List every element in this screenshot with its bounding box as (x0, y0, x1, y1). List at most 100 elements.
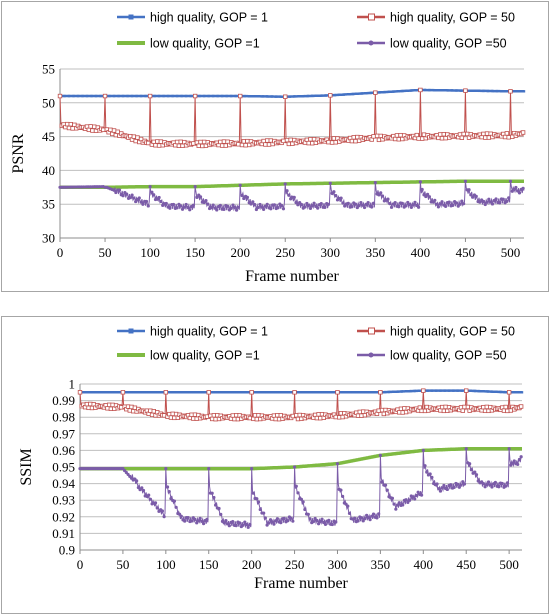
data-point (428, 472, 432, 476)
data-point (139, 94, 143, 98)
data-point (261, 95, 264, 98)
data-point (192, 93, 198, 99)
data-point (468, 89, 472, 92)
data-point (219, 143, 225, 148)
data-point (175, 206, 179, 210)
data-point (259, 391, 262, 394)
data-point (224, 391, 228, 394)
data-point (297, 391, 301, 394)
data-point (225, 94, 228, 98)
data-point (446, 89, 449, 92)
data-point (135, 94, 138, 98)
data-point (139, 200, 143, 204)
data-point (225, 204, 230, 208)
data-point (383, 90, 386, 94)
data-point (233, 205, 237, 209)
data-point (340, 391, 343, 394)
data-point (132, 196, 136, 200)
data-point (90, 128, 95, 133)
data-point (419, 136, 425, 141)
data-point (481, 199, 486, 204)
data-point (353, 391, 356, 394)
data-point (115, 129, 120, 134)
data-point (148, 185, 152, 189)
data-point (221, 139, 227, 144)
data-point (63, 94, 66, 98)
data-point (289, 516, 293, 520)
data-point (243, 520, 247, 524)
data-point (181, 391, 185, 394)
series-high-gop50 (77, 388, 524, 422)
data-point (65, 121, 70, 127)
legend-entry-high-gop1: high quality, GOP = 1 (117, 325, 268, 339)
ssim-chart: high quality, GOP = 1 high quality, GOP =… (18, 325, 524, 592)
data-point (504, 484, 508, 488)
series-high-gop1 (78, 389, 524, 394)
data-point (342, 93, 346, 96)
data-point (147, 493, 151, 497)
data-point (514, 185, 518, 190)
data-point (331, 136, 337, 141)
data-point (419, 493, 424, 497)
data-point (220, 94, 224, 98)
data-point (216, 391, 219, 394)
data-point (491, 89, 494, 93)
data-point (505, 481, 510, 485)
data-point (404, 390, 408, 393)
data-point (341, 494, 345, 498)
data-point (383, 483, 388, 487)
data-point (423, 88, 427, 92)
data-point (351, 92, 355, 96)
data-point (216, 94, 219, 98)
data-point (174, 505, 178, 509)
data-point (335, 462, 340, 466)
data-point (269, 207, 273, 211)
x-tick-label: 350 (371, 557, 391, 572)
data-point (242, 196, 246, 201)
data-point (188, 208, 192, 212)
data-point (275, 95, 278, 98)
data-point (260, 205, 264, 209)
data-point (463, 88, 468, 93)
data-point (473, 389, 476, 393)
data-point (279, 521, 283, 525)
data-point (308, 206, 313, 210)
data-point (474, 194, 478, 198)
data-point (449, 483, 453, 487)
data-point (178, 139, 183, 144)
data-point (370, 205, 374, 209)
data-point (121, 94, 125, 98)
data-point (290, 141, 295, 146)
data-point (314, 391, 318, 394)
data-point (250, 467, 254, 471)
data-point (398, 132, 403, 138)
data-point (57, 93, 63, 99)
data-point (349, 391, 352, 394)
series-high-gop1 (58, 88, 526, 98)
data-point (180, 94, 183, 98)
data-point (108, 94, 111, 98)
x-tick-label: 300 (328, 557, 348, 572)
data-point (320, 94, 323, 97)
data-point (186, 205, 190, 210)
legend-label-low-gop50: low quality, GOP =50 (390, 37, 507, 51)
data-point (320, 517, 324, 521)
data-point (135, 479, 139, 483)
legend-label-low-gop1: low quality, GOP =1 (150, 349, 260, 363)
data-point (365, 513, 369, 517)
x-tick-label: 250 (275, 245, 295, 260)
data-point (85, 94, 89, 98)
data-point (257, 95, 260, 98)
data-point (356, 92, 359, 95)
data-point (206, 390, 211, 395)
y-tick-label: 35 (42, 197, 55, 212)
data-point (131, 134, 137, 139)
data-point (387, 90, 391, 94)
data-point (323, 391, 326, 394)
data-point (469, 193, 473, 197)
data-point (418, 87, 423, 93)
data-point (258, 202, 262, 207)
data-point (272, 203, 277, 207)
data-point (357, 391, 361, 394)
data-point (209, 205, 213, 210)
